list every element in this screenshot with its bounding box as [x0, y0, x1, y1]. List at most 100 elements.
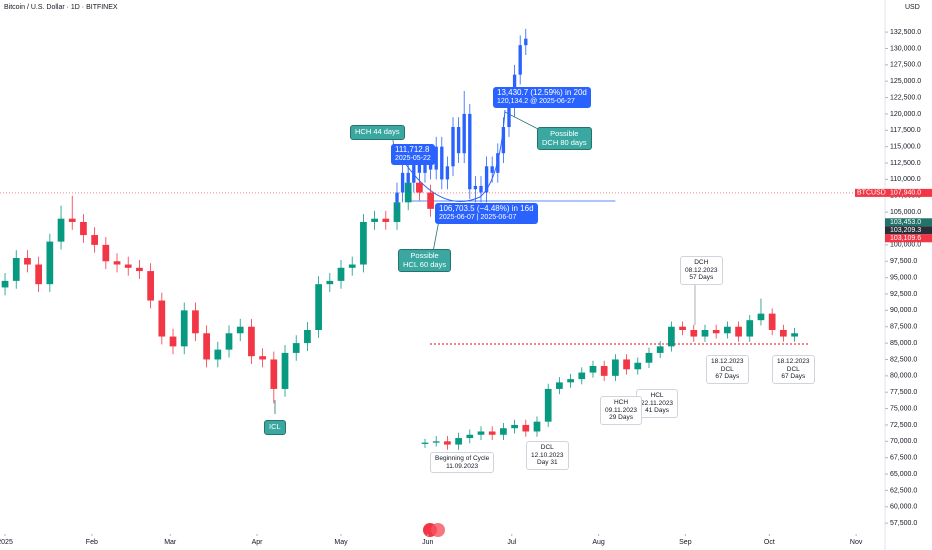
y-tick-label: 62,500.0 [890, 487, 917, 494]
candle-body [488, 431, 496, 435]
y-tick-label: 130,000.0 [890, 45, 921, 52]
candle-body [455, 438, 462, 445]
x-tick-label: Mar [164, 539, 177, 546]
candle-body [578, 372, 586, 380]
candle-body [348, 264, 356, 268]
y-tick-label: 87,500.0 [890, 324, 917, 331]
candle-body [496, 153, 500, 173]
candle-body [236, 326, 244, 334]
annotation: 13,430.7 (12.59%) in 20d 120,134.2 @ 2025… [493, 87, 591, 108]
x-tick-label: Sep [679, 539, 692, 546]
candle-body [382, 218, 390, 222]
price-tag [885, 226, 932, 235]
candle-body [768, 313, 776, 330]
candle-body [567, 379, 574, 383]
candle-body [80, 221, 87, 236]
price-tag [885, 218, 932, 227]
price-tag-label: 103,209.3 [890, 227, 921, 234]
annotation: HCH 44 days [350, 125, 405, 140]
candle-body [544, 388, 552, 422]
y-tick-label: 65,000.0 [890, 471, 917, 478]
candle-body [780, 330, 787, 337]
candle-body [451, 127, 455, 167]
candle-body [417, 159, 422, 173]
y-tick-label: 132,500.0 [890, 29, 921, 36]
annotation: HCH 09.11.2023 29 Days [600, 396, 643, 425]
candle-body [724, 326, 731, 334]
price-tag-label: 103,453.0 [890, 219, 921, 226]
candle-body [169, 336, 177, 347]
annotation: 111,712.8 2025-05-22 [391, 144, 435, 165]
y-tick-label: 57,500.0 [890, 520, 917, 527]
currency: USD [905, 4, 920, 11]
y-tick-label: 122,500.0 [890, 94, 921, 101]
candle-body [57, 218, 65, 242]
candle-body [102, 244, 110, 262]
candle-body [248, 326, 255, 357]
candle-body [473, 185, 478, 190]
candle-body [679, 326, 686, 330]
candle-body [432, 441, 440, 443]
candle-body [281, 352, 289, 389]
annotation: Beginning of Cycle 11.09.2023 [430, 452, 495, 473]
x-tick-label: Aug [592, 539, 605, 546]
candle-body [524, 38, 528, 46]
y-tick-label: 80,000.0 [890, 373, 917, 380]
candle-body [113, 261, 121, 265]
x-tick-label: Oct [764, 539, 775, 546]
candle-body [304, 330, 311, 344]
candle-body [24, 257, 31, 265]
candle-body [1, 280, 9, 288]
candle-body [337, 267, 345, 281]
x-tick-label: May [334, 539, 348, 546]
y-tick-label: 125,000.0 [890, 78, 921, 85]
y-tick-label: 77,500.0 [890, 389, 917, 396]
y-tick-label: 90,000.0 [890, 307, 917, 314]
candle-body [360, 221, 367, 265]
candle-body [428, 163, 433, 170]
candle-body [192, 310, 199, 334]
candle-body [270, 359, 278, 389]
annotation: DCL 12.10.2023 Day 31 [526, 441, 569, 470]
candle-body [400, 172, 405, 193]
candle-body [501, 127, 506, 154]
candle-body [757, 313, 765, 321]
candle-body [518, 45, 522, 75]
x-tick-label: Apr [252, 539, 264, 546]
y-tick-label: 72,500.0 [890, 422, 917, 429]
annotation: Possible HCL 60 days [398, 249, 452, 272]
x-tick-label: Nov [850, 539, 863, 546]
price-scale [885, 0, 932, 550]
event-icon [431, 523, 445, 537]
candle-body [292, 343, 300, 353]
candle-body [656, 346, 664, 353]
candle-body [645, 352, 653, 363]
candle-body [91, 235, 98, 245]
annotation: 18.12.2023 DCL 67 Days [706, 355, 749, 384]
y-tick-label: 120,000.0 [890, 111, 921, 118]
y-tick-label: 115,000.0 [890, 144, 921, 151]
candle-body [68, 218, 76, 222]
candle-body [35, 264, 42, 285]
candle-body [412, 159, 416, 183]
y-tick-label: 92,500.0 [890, 291, 917, 298]
candle-body [600, 366, 608, 376]
candle-body [406, 172, 410, 183]
annotation: DCH 08.12.2023 57 Days [680, 256, 723, 285]
candle-body [533, 421, 541, 432]
candle-body [180, 310, 188, 347]
y-tick-label: 67,500.0 [890, 455, 917, 462]
candle-body [445, 166, 450, 180]
y-tick-label: 100,000.0 [890, 242, 921, 249]
candle-body [712, 330, 720, 334]
candle-body [612, 359, 619, 376]
candle-body [456, 127, 461, 154]
y-tick-label: 75,000.0 [890, 405, 917, 412]
candle-body [668, 326, 675, 347]
candle-body [468, 113, 472, 190]
candle-body [500, 428, 507, 435]
candle-body [214, 349, 222, 360]
candle-body [690, 330, 698, 337]
